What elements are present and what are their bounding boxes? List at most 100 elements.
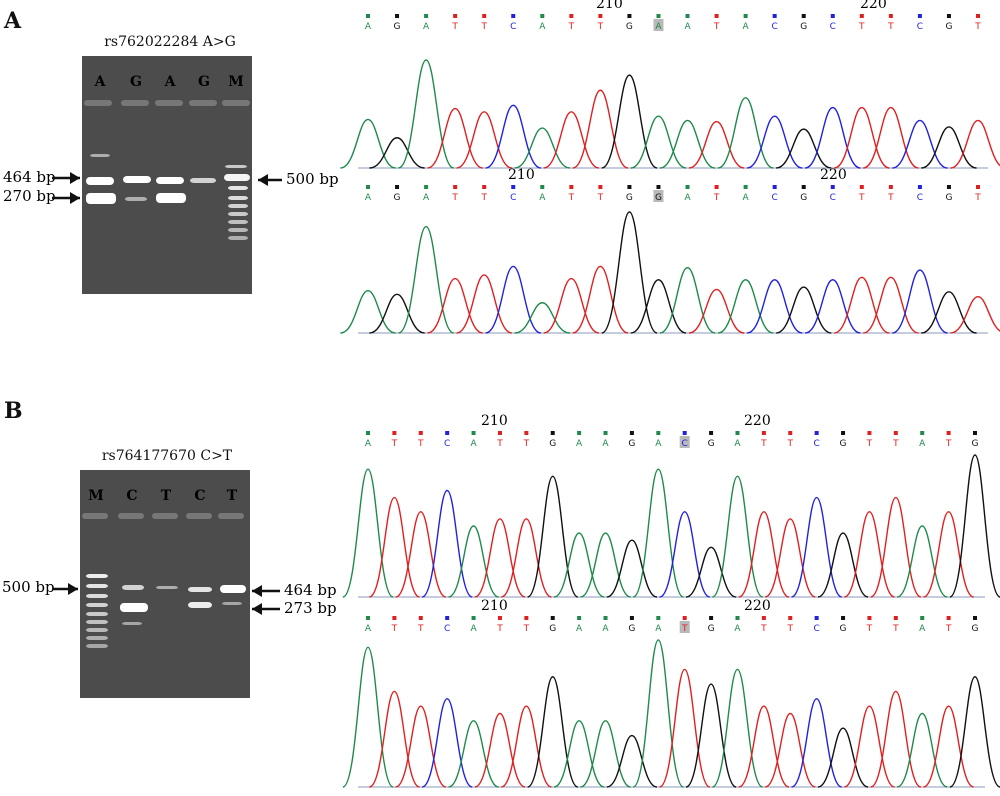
base-marker (577, 431, 582, 435)
gel-band (156, 586, 178, 589)
trace-peak (863, 106, 919, 169)
trace-peak (456, 274, 512, 334)
gel-band (122, 622, 142, 625)
trace-peak (844, 511, 895, 598)
base-marker (598, 185, 603, 189)
trace-peak (804, 279, 861, 334)
trace-peak (368, 496, 420, 598)
gel-band (225, 165, 247, 168)
gel-well (155, 100, 183, 106)
gel-band (86, 574, 108, 578)
base-marker (867, 431, 872, 435)
trace-peak (833, 106, 890, 169)
base-letter: G (945, 22, 952, 32)
trace-peak (485, 265, 542, 334)
trace-peak (870, 690, 922, 788)
base-letter: T (568, 193, 575, 203)
base-marker (497, 616, 502, 620)
base-marker (976, 185, 980, 189)
base-letter: T (713, 193, 720, 203)
base-marker (418, 431, 423, 435)
base-letter: C (444, 624, 450, 634)
base-letter: T (523, 439, 530, 449)
base-letter: T (451, 22, 458, 32)
base-letter: A (423, 22, 430, 32)
lane-label: M (228, 74, 244, 90)
base-marker (801, 185, 806, 189)
trace-peak (923, 705, 974, 788)
arrow-right-icon (70, 192, 80, 204)
gel-well (82, 513, 108, 519)
base-letter: T (787, 439, 794, 449)
trace-peak (606, 539, 658, 598)
base-letter: C (814, 439, 820, 449)
trace-peak (870, 496, 922, 598)
arrow-left-icon (252, 603, 262, 615)
trace-peak (580, 720, 631, 788)
base-letter: T (858, 22, 865, 32)
trace-peak (738, 511, 790, 598)
base-marker (524, 616, 529, 620)
base-marker (920, 431, 925, 435)
base-marker (682, 431, 687, 435)
base-marker (920, 616, 925, 620)
trace-peak (688, 288, 745, 334)
base-marker (788, 431, 793, 435)
trace-peak (892, 119, 948, 169)
base-letter: T (974, 193, 981, 203)
trace-peak (844, 705, 895, 788)
trace-peak (369, 137, 425, 169)
base-marker (888, 14, 893, 18)
base-letter: G (840, 439, 847, 449)
gel-title-b: rs764177670 C>T (101, 448, 233, 464)
trace-peak (427, 277, 483, 334)
trace-peak (804, 106, 861, 169)
base-marker (709, 616, 714, 620)
base-marker (629, 616, 634, 620)
gel-band (156, 193, 186, 203)
base-marker (627, 185, 632, 189)
base-marker (893, 431, 898, 435)
trace-peak (685, 683, 737, 788)
trace-peak (543, 111, 600, 169)
base-marker (482, 185, 487, 189)
base-letter: A (365, 624, 372, 634)
panel-label-b: B (4, 398, 23, 424)
gel-band (222, 602, 242, 605)
base-marker (714, 185, 719, 189)
base-marker (366, 616, 370, 620)
trace-peak (775, 286, 832, 334)
base-marker (735, 431, 740, 435)
lane-label: C (126, 488, 138, 504)
gel-band (224, 174, 250, 181)
base-letter: C (830, 193, 836, 203)
base-marker (772, 185, 777, 189)
base-marker (859, 185, 864, 189)
base-letter: T (568, 22, 575, 32)
trace-peak (398, 59, 455, 169)
base-marker (453, 14, 458, 18)
base-letter: G (972, 624, 979, 634)
trace-peak (817, 532, 869, 598)
lane-label: M (88, 488, 104, 504)
base-marker (772, 14, 777, 18)
position-label: 210 (596, 0, 623, 12)
gel-band (90, 154, 110, 157)
gel-band (228, 186, 248, 190)
gel-title-a: rs762022284 A>G (104, 34, 236, 50)
gel-band (86, 644, 108, 648)
marker-label: 464 bp (284, 581, 337, 599)
trace-peak (791, 698, 843, 788)
trace-peak (717, 97, 774, 169)
gel-well (118, 513, 144, 519)
base-letter: A (655, 624, 662, 634)
base-marker (418, 616, 423, 620)
trace-peak (764, 518, 816, 598)
base-marker (395, 185, 400, 189)
base-marker (366, 185, 370, 189)
base-marker (743, 185, 748, 189)
gel-band (120, 603, 148, 612)
gel-well (121, 100, 149, 106)
base-marker (761, 431, 766, 435)
gel-well (186, 513, 212, 519)
